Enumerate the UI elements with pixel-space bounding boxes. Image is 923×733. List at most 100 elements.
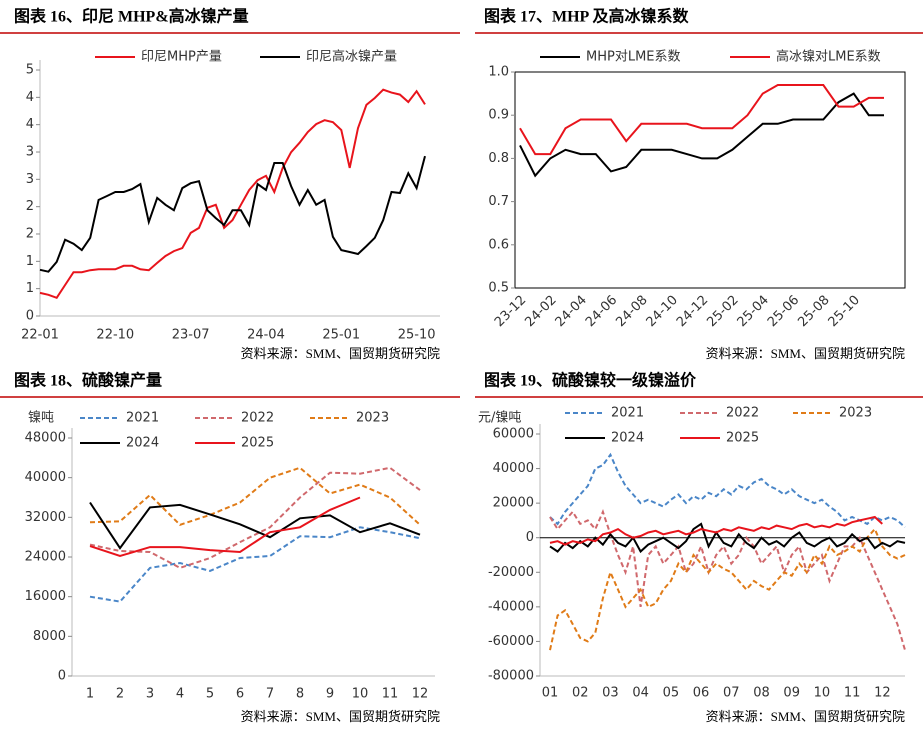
x-tick-label: 11 bbox=[382, 687, 399, 702]
x-tick-label: 1 bbox=[86, 687, 94, 702]
x-tick-label: 2 bbox=[116, 687, 124, 702]
series-line bbox=[519, 92, 884, 178]
legend-label: 2024 bbox=[126, 436, 159, 451]
x-tick-label: 08 bbox=[753, 686, 770, 701]
y-tick-label: 16000 bbox=[25, 589, 66, 604]
chart-title: 图表 16、印尼 MHP&高冰镍产量 bbox=[14, 7, 249, 26]
x-tick-label: 12 bbox=[874, 686, 891, 701]
legend-label: 2025 bbox=[726, 431, 759, 446]
legend-label: 2021 bbox=[611, 406, 644, 421]
y-tick-label: 24000 bbox=[25, 550, 66, 565]
x-tick-label: 12 bbox=[412, 687, 429, 702]
legend-label: 2022 bbox=[726, 406, 759, 421]
y-tick-label: 60000 bbox=[493, 427, 534, 442]
y-tick-label: 48000 bbox=[25, 431, 66, 446]
series-line bbox=[89, 526, 421, 603]
x-tick-label: 10 bbox=[814, 686, 831, 701]
y-tick-label: 0.9 bbox=[488, 108, 509, 123]
y-tick-label: 0 bbox=[58, 669, 66, 684]
y-tick-label: 4 bbox=[26, 90, 34, 105]
legend-label: 2025 bbox=[241, 436, 274, 451]
y-tick-label: -20000 bbox=[488, 565, 534, 580]
x-tick-label: 22-01 bbox=[21, 328, 59, 343]
chart-title: 图表 17、MHP 及高冰镍系数 bbox=[484, 7, 689, 26]
x-tick-label: 25-02 bbox=[704, 293, 741, 330]
y-tick-label: 2 bbox=[26, 226, 34, 241]
x-tick-label: 22-10 bbox=[96, 328, 134, 343]
x-tick-label: 24-12 bbox=[674, 293, 711, 330]
y-tick-label: 4 bbox=[26, 117, 34, 132]
x-tick-label: 6 bbox=[236, 687, 244, 702]
chart-title: 图表 19、硫酸镍较一级镍溢价 bbox=[484, 371, 697, 390]
x-tick-label: 07 bbox=[723, 686, 740, 701]
x-tick-label: 9 bbox=[326, 687, 334, 702]
source: 资料来源：SMM、国贸期货研究院 bbox=[241, 346, 440, 361]
x-tick-label: 23-07 bbox=[172, 328, 210, 343]
y-tick-label: 2 bbox=[26, 199, 34, 214]
x-tick-label: 10 bbox=[352, 687, 369, 702]
x-tick-label: 25-01 bbox=[322, 328, 360, 343]
y-tick-label: 0.7 bbox=[488, 194, 509, 209]
y-tick-label: 40000 bbox=[493, 461, 534, 476]
y-axis-label: 元/镍吨 bbox=[478, 411, 521, 426]
y-tick-label: 20000 bbox=[493, 496, 534, 511]
chart-title: 图表 18、硫酸镍产量 bbox=[14, 371, 162, 390]
x-tick-label: 09 bbox=[783, 686, 800, 701]
x-tick-label: 23-12 bbox=[492, 293, 529, 330]
x-tick-label: 11 bbox=[844, 686, 861, 701]
y-tick-label: -80000 bbox=[488, 669, 534, 684]
legend-label: 印尼MHP产量 bbox=[141, 50, 222, 65]
x-tick-label: 24-08 bbox=[613, 293, 650, 330]
series-line bbox=[39, 155, 426, 273]
legend-label: 2021 bbox=[126, 411, 159, 426]
y-tick-label: 3 bbox=[26, 145, 34, 160]
x-tick-label: 02 bbox=[572, 686, 589, 701]
y-tick-label: 1.0 bbox=[488, 65, 509, 80]
x-tick-label: 24-10 bbox=[644, 293, 681, 330]
x-tick-label: 8 bbox=[296, 687, 304, 702]
x-tick-label: 05 bbox=[663, 686, 680, 701]
series-line bbox=[89, 496, 361, 558]
series-line bbox=[89, 466, 421, 526]
x-tick-label: 5 bbox=[206, 687, 214, 702]
x-tick-label: 03 bbox=[602, 686, 619, 701]
y-tick-label: 1 bbox=[26, 281, 34, 296]
plot-frame bbox=[514, 71, 906, 289]
y-tick-label: 8000 bbox=[33, 629, 66, 644]
y-tick-label: 5 bbox=[26, 63, 34, 78]
source: 资料来源：SMM、国贸期货研究院 bbox=[706, 709, 905, 724]
legend-label: 2022 bbox=[241, 411, 274, 426]
series-line bbox=[549, 452, 906, 529]
x-tick-label: 25-04 bbox=[735, 293, 772, 330]
y-axis-label: 镍吨 bbox=[28, 411, 54, 426]
x-tick-label: 4 bbox=[176, 687, 184, 702]
y-tick-label: 32000 bbox=[25, 510, 66, 525]
series-line bbox=[39, 88, 426, 300]
series-line bbox=[89, 466, 421, 569]
series-line bbox=[549, 522, 906, 554]
x-tick-label: 24-04 bbox=[247, 328, 285, 343]
legend-label: 2024 bbox=[611, 431, 644, 446]
y-tick-label: 1 bbox=[26, 254, 34, 269]
x-tick-label: 24-04 bbox=[553, 293, 590, 330]
y-tick-label: 0.8 bbox=[488, 151, 509, 166]
x-tick-label: 24-02 bbox=[522, 293, 559, 330]
legend-label: 2023 bbox=[356, 411, 389, 426]
x-tick-label: 04 bbox=[632, 686, 649, 701]
legend-label: MHP对LME系数 bbox=[586, 50, 681, 65]
y-tick-label: -40000 bbox=[488, 599, 534, 614]
legend-label: 印尼高冰镍产量 bbox=[306, 49, 397, 65]
source: 资料来源：SMM、国贸期货研究院 bbox=[241, 709, 440, 724]
series-line bbox=[519, 84, 884, 156]
x-tick-label: 3 bbox=[146, 687, 154, 702]
y-tick-label: -60000 bbox=[488, 634, 534, 649]
x-tick-label: 06 bbox=[693, 686, 710, 701]
y-tick-label: 0 bbox=[26, 309, 34, 324]
x-tick-label: 25-10 bbox=[398, 328, 436, 343]
y-tick-label: 0 bbox=[526, 530, 534, 545]
source: 资料来源：SMM、国贸期货研究院 bbox=[706, 346, 905, 361]
x-tick-label: 25-06 bbox=[765, 293, 802, 330]
series-line bbox=[549, 527, 906, 651]
x-tick-label: 24-06 bbox=[583, 293, 620, 330]
